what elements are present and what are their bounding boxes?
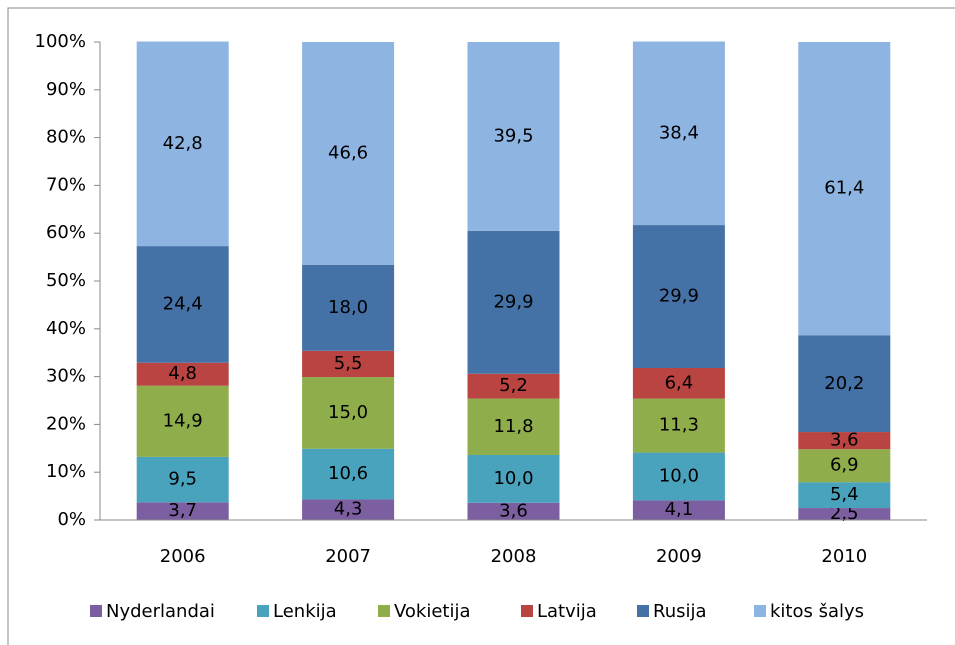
legend-swatch	[90, 605, 102, 617]
bar-segment	[467, 373, 560, 399]
legend-swatch	[754, 605, 766, 617]
legend-label: Vokietija	[394, 601, 471, 622]
y-tick-label: 10%	[46, 461, 86, 482]
bar-segment	[302, 499, 395, 520]
data-label: 4,1	[665, 499, 694, 520]
bar-segment	[302, 264, 395, 351]
y-tick-label: 50%	[46, 270, 86, 291]
data-label: 4,8	[168, 363, 197, 384]
bar-segment	[467, 398, 560, 455]
x-tick-label: 2010	[821, 546, 867, 567]
data-label: 4,3	[334, 499, 363, 520]
legend-swatch	[378, 605, 390, 617]
legend-label: Rusija	[653, 601, 707, 622]
data-label: 14,9	[163, 410, 203, 431]
data-label: 2,5	[830, 503, 859, 524]
data-label: 29,9	[659, 286, 699, 307]
legend-swatch	[521, 605, 533, 617]
data-label: 10,6	[328, 463, 368, 484]
legend-swatch	[257, 605, 269, 617]
data-label: 5,5	[334, 353, 363, 374]
data-label: 39,5	[493, 125, 533, 146]
x-tick-label: 2008	[491, 546, 537, 567]
data-label: 46,6	[328, 142, 368, 163]
bar-segment	[467, 502, 560, 520]
bar-segment	[798, 432, 891, 450]
bar-segment	[136, 362, 229, 386]
legend-label: Nyderlandai	[106, 601, 215, 622]
x-tick-label: 2009	[656, 546, 702, 567]
data-label: 24,4	[163, 293, 203, 314]
bar-segment	[798, 508, 891, 520]
bar-segment	[798, 42, 891, 336]
bar-segment	[798, 449, 891, 483]
bar-segment	[136, 502, 229, 520]
data-label: 3,6	[499, 500, 528, 521]
data-label: 20,2	[824, 373, 864, 394]
bar-segment	[302, 350, 395, 378]
y-tick-label: 80%	[46, 127, 86, 148]
bar-segment	[302, 448, 395, 500]
bar-segment	[632, 452, 725, 501]
data-label: 6,4	[665, 372, 694, 393]
data-label: 9,5	[168, 469, 197, 490]
bar-segment	[467, 230, 560, 374]
data-label: 29,9	[493, 291, 533, 312]
legend-label: Latvija	[537, 601, 597, 622]
bar-segment	[632, 398, 725, 453]
legend-label: kitos šalys	[770, 601, 864, 622]
bar-segment	[467, 454, 560, 503]
y-tick-label: 30%	[46, 366, 86, 387]
y-tick-label: 40%	[46, 318, 86, 339]
bar-segment	[136, 456, 229, 503]
data-label: 10,0	[493, 468, 533, 489]
y-tick-label: 0%	[57, 509, 86, 530]
data-label: 11,8	[493, 416, 533, 437]
y-tick-label: 90%	[46, 79, 86, 100]
bar-segment	[136, 246, 229, 363]
data-label: 18,0	[328, 297, 368, 318]
data-label: 5,4	[830, 484, 859, 505]
data-label: 5,2	[499, 375, 528, 396]
data-label: 6,9	[830, 455, 859, 476]
data-label: 11,3	[659, 415, 699, 436]
y-tick-label: 100%	[35, 31, 86, 52]
legend-swatch	[637, 605, 649, 617]
bar-segment	[136, 385, 229, 457]
bar-segment	[632, 500, 725, 520]
bar-segment	[136, 41, 229, 247]
x-tick-label: 2006	[160, 546, 206, 567]
bar-segment	[632, 225, 725, 368]
bar-segment	[798, 335, 891, 433]
bar-segment	[632, 41, 725, 226]
data-label: 61,4	[824, 178, 864, 199]
data-label: 3,6	[830, 430, 859, 451]
data-label: 38,4	[659, 122, 699, 143]
data-label: 42,8	[163, 133, 203, 154]
bar-segment	[798, 482, 891, 509]
chart-frame	[7, 7, 955, 645]
data-label: 3,7	[168, 500, 197, 521]
y-tick-label: 20%	[46, 413, 86, 434]
bar-segment	[302, 42, 395, 265]
data-label: 10,0	[659, 466, 699, 487]
y-tick-label: 70%	[46, 174, 86, 195]
y-tick-label: 60%	[46, 222, 86, 243]
bar-segment	[467, 42, 560, 231]
x-tick-label: 2007	[325, 546, 371, 567]
data-label: 15,0	[328, 402, 368, 423]
bar-segment	[302, 377, 395, 449]
bar-segment	[632, 367, 725, 399]
legend-label: Lenkija	[273, 601, 337, 622]
